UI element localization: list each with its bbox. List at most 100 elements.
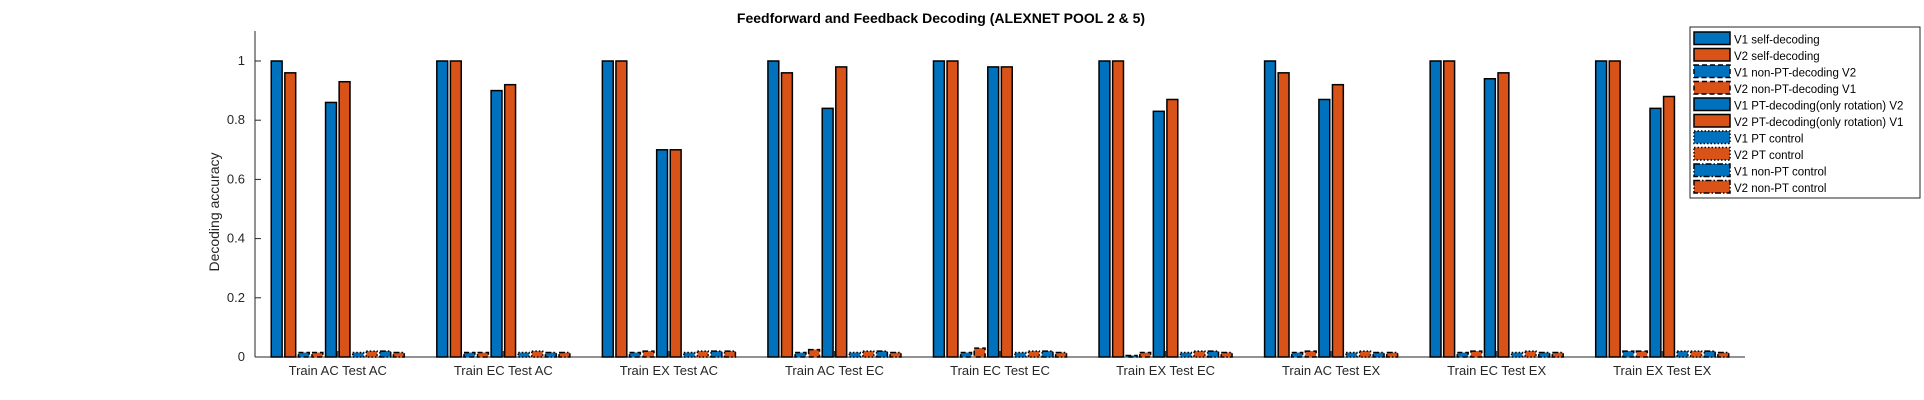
bar-v1-self-decoding [1429, 60, 1442, 358]
legend-label: V1 non-PT control [1734, 167, 1826, 179]
legend-swatch [1693, 31, 1731, 46]
bar-v2-pt-control [862, 350, 875, 358]
bar-v1-pt-control [1510, 351, 1524, 358]
bar-v1-pt-decoding-only-rotation-v2 [324, 101, 338, 358]
bar-v2-pt-control [1027, 350, 1041, 358]
bar-v2-non-pt-control [1220, 351, 1233, 358]
y-axis-title: Decoding accuracy [206, 152, 222, 271]
plot-area: 0 0.2 0.4 0.6 0.8 1 Train AC Test AC Train EC T… [227, 31, 1745, 378]
bar-v2-self-decoding [449, 60, 462, 358]
legend-label: V2 PT-decoding(only rotation) V1 [1734, 117, 1903, 129]
legend-label: V1 PT-decoding(only rotation) V2 [1734, 101, 1903, 113]
bar-v2-self-decoding [1608, 60, 1621, 358]
legend-label: V1 PT control [1734, 134, 1803, 146]
bar-v2-non-pt-decoding-v1 [1470, 350, 1483, 358]
bar-v1-self-decoding [1263, 60, 1277, 358]
legend-swatch [1693, 179, 1731, 194]
bar-v1-pt-control [1676, 350, 1689, 358]
bar-v1-non-pt-decoding-v2 [1622, 350, 1635, 358]
legend-swatch [1693, 146, 1731, 161]
bar-v2-pt-decoding-only-rotation-v1 [1331, 83, 1345, 358]
bar-v2-pt-decoding-only-rotation-v1 [1497, 72, 1510, 358]
bar-v1-non-pt-decoding-v2 [794, 351, 807, 358]
bar-v1-non-pt-control [710, 350, 723, 358]
bar-v2-non-pt-control [558, 351, 571, 358]
bar-v2-pt-decoding-only-rotation-v1 [338, 80, 351, 358]
bar-v1-pt-decoding-only-rotation-v2 [1318, 98, 1331, 358]
bar-v1-non-pt-decoding-v2 [628, 351, 642, 358]
x-tick-label: Train AC Test EC [785, 363, 884, 378]
bar-v1-pt-control [1179, 351, 1193, 358]
bar-v2-self-decoding [946, 60, 959, 358]
y-tick-label: 0.4 [227, 231, 245, 246]
bar-v1-non-pt-control [1372, 351, 1385, 358]
bar-v1-pt-decoding-only-rotation-v2 [1483, 78, 1497, 358]
bar-v1-non-pt-decoding-v2 [1290, 351, 1304, 358]
legend-label: V2 self-decoding [1734, 51, 1820, 63]
bar-v1-self-decoding [601, 60, 614, 358]
bar-v1-non-pt-decoding-v2 [297, 351, 311, 358]
legend-label: V1 non-PT-decoding V2 [1734, 68, 1856, 80]
bar-v1-self-decoding [1594, 60, 1608, 358]
bar-v1-pt-decoding-only-rotation-v2 [490, 89, 503, 358]
x-tick-label: Train AC Test AC [289, 363, 387, 378]
chart-title: Feedforward and Feedback Decoding (ALEXN… [737, 10, 1145, 26]
bar-v2-self-decoding [1442, 60, 1456, 358]
bar-v1-self-decoding [932, 60, 946, 358]
bar-v1-pt-control [351, 351, 365, 358]
legend-label: V2 non-PT control [1734, 183, 1826, 195]
bar-v2-pt-control [365, 350, 378, 358]
y-tick-label: 0.6 [227, 171, 245, 186]
bar-v2-self-decoding [1277, 72, 1290, 358]
bar-v1-self-decoding [270, 60, 283, 358]
bar-v2-pt-control [1193, 350, 1206, 358]
bar-v1-non-pt-control [1206, 350, 1220, 358]
bar-v1-non-pt-control [544, 351, 558, 358]
bar-v2-pt-decoding-only-rotation-v1 [1166, 98, 1179, 358]
bar-v1-pt-decoding-only-rotation-v2 [987, 66, 1000, 358]
bar-v1-non-pt-control [1703, 350, 1716, 358]
legend-swatch [1693, 113, 1731, 128]
bar-v2-non-pt-control [723, 350, 737, 358]
bar-v2-pt-control [1358, 350, 1372, 358]
bar-v1-pt-control [848, 351, 861, 358]
bar-v2-non-pt-control [1054, 351, 1068, 358]
bar-v2-self-decoding [780, 72, 794, 358]
bar-v2-non-pt-decoding-v1 [1635, 350, 1649, 358]
bar-v2-non-pt-decoding-v1 [311, 351, 324, 358]
y-tick-label: 0 [238, 349, 245, 364]
bar-v2-non-pt-control [889, 351, 902, 358]
legend-swatch [1693, 130, 1731, 145]
x-tick-label: Train EX Test AC [620, 363, 718, 378]
bar-v2-self-decoding [284, 72, 297, 358]
legend-swatch [1693, 64, 1731, 79]
bar-v2-non-pt-control [1551, 351, 1564, 358]
bar-v1-pt-control [683, 351, 696, 358]
x-tick-label: Train EC Test AC [454, 363, 553, 378]
bar-v2-pt-decoding-only-rotation-v1 [503, 83, 517, 358]
bar-v2-self-decoding [1111, 60, 1125, 358]
x-tick-label: Train EC Test EX [1447, 363, 1546, 378]
bar-v1-self-decoding [767, 60, 780, 358]
y-tick-label: 0.2 [227, 290, 245, 305]
bar-v2-pt-decoding-only-rotation-v1 [835, 66, 848, 358]
legend-label: V2 PT control [1734, 150, 1803, 162]
bar-v2-non-pt-decoding-v1 [1304, 350, 1317, 358]
legend: V1 self-decoding V2 self-decoding V1 non-P… [1689, 26, 1921, 199]
bar-v1-non-pt-control [1041, 350, 1054, 358]
bar-v1-non-pt-control [1538, 351, 1551, 358]
bar-v1-self-decoding [436, 60, 449, 358]
bar-v2-pt-decoding-only-rotation-v1 [1662, 95, 1676, 358]
bar-v2-non-pt-control [1386, 351, 1399, 358]
bar-v2-non-pt-decoding-v1 [807, 348, 821, 358]
y-tick-label: 0.8 [227, 112, 245, 127]
bar-v1-pt-control [517, 351, 530, 358]
bar-v1-pt-control [1345, 351, 1358, 358]
bar-v1-pt-decoding-only-rotation-v2 [1649, 107, 1662, 358]
bar-v1-pt-decoding-only-rotation-v2 [655, 149, 669, 358]
legend-label: V2 non-PT-decoding V1 [1734, 84, 1856, 96]
bar-v1-pt-control [1014, 351, 1027, 358]
bar-v2-non-pt-decoding-v1 [642, 350, 655, 358]
bar-v1-pt-decoding-only-rotation-v2 [821, 107, 834, 358]
bar-v2-non-pt-control [1717, 351, 1730, 358]
